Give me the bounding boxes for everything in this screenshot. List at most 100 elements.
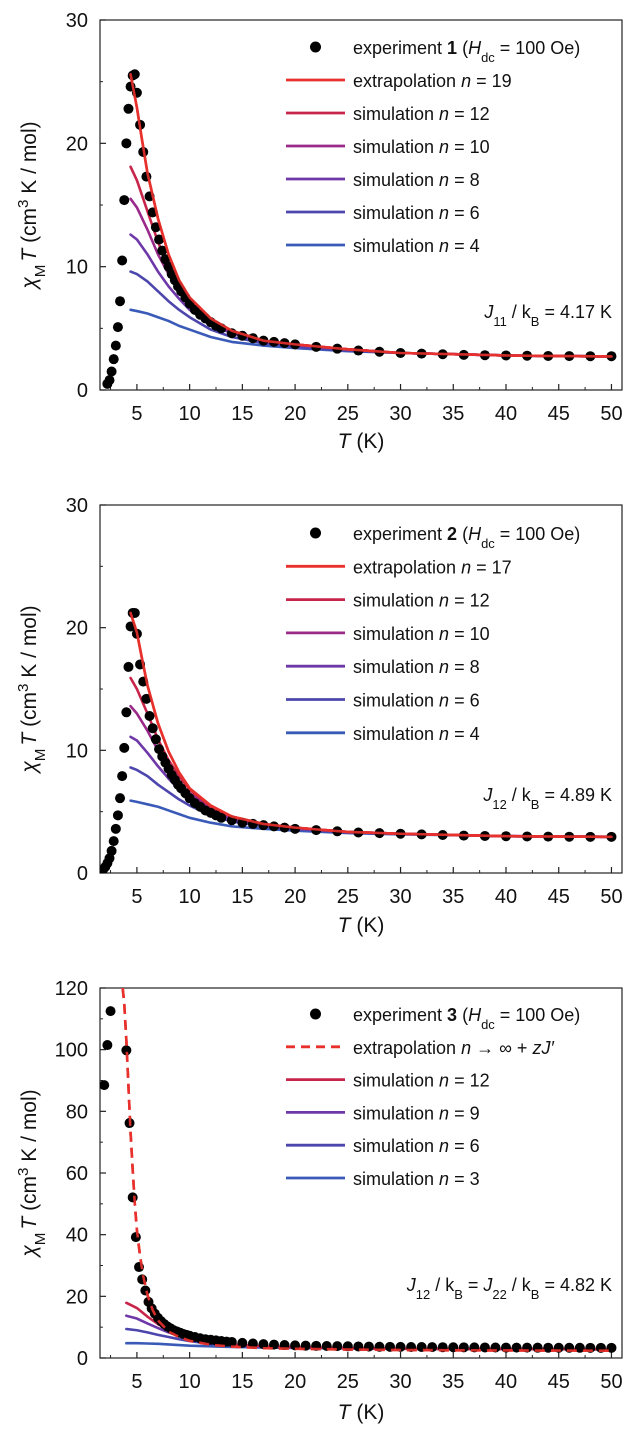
experiment-point bbox=[574, 1342, 585, 1353]
plot-area bbox=[100, 988, 617, 1353]
experiment-point bbox=[105, 1006, 116, 1017]
x-tick-label: 45 bbox=[548, 1371, 570, 1393]
x-tick-label: 50 bbox=[600, 1371, 622, 1393]
x-tick-label: 45 bbox=[548, 886, 570, 908]
chart-panel-3: 5 10 15 20 25 30 35 40 45 50 0 20 40 60 80 100 120 T (K) χ… bbox=[15, 978, 623, 1424]
experiment-point bbox=[121, 138, 132, 149]
legend-label: simulation n = 12 bbox=[353, 591, 490, 611]
legend-label: simulation n = 10 bbox=[353, 137, 490, 157]
x-tick-label: 35 bbox=[442, 403, 464, 425]
x-tick-label: 15 bbox=[231, 1371, 253, 1393]
x-tick-label: 40 bbox=[495, 403, 517, 425]
x-tick-label: 5 bbox=[131, 1371, 142, 1393]
x-tick-label: 30 bbox=[389, 886, 411, 908]
experiment-point bbox=[150, 734, 161, 745]
legend-label: simulation n = 6 bbox=[353, 203, 480, 223]
x-tick-label: 20 bbox=[284, 886, 306, 908]
x-tick-label: 25 bbox=[337, 1371, 359, 1393]
experiment-point bbox=[141, 693, 152, 704]
experiment-point bbox=[104, 375, 115, 386]
experiment-point bbox=[119, 742, 130, 753]
experiment-point bbox=[110, 823, 121, 834]
experiment-point bbox=[112, 322, 123, 333]
legend-label: simulation n = 6 bbox=[353, 1136, 480, 1156]
experiment-point bbox=[123, 661, 134, 672]
experiment-point bbox=[237, 1337, 248, 1348]
x-tick-label: 30 bbox=[389, 403, 411, 425]
y-tick-label: 30 bbox=[66, 495, 88, 517]
x-tick-label: 45 bbox=[548, 403, 570, 425]
experiment-point bbox=[121, 1045, 132, 1056]
experiment-point bbox=[127, 1192, 138, 1203]
y-tick-label: 40 bbox=[66, 1225, 88, 1247]
experiment-point bbox=[247, 1338, 258, 1349]
legend-label: simulation n = 9 bbox=[353, 1103, 480, 1123]
experiment-point bbox=[130, 1232, 141, 1243]
x-tick-label: 20 bbox=[284, 403, 306, 425]
experiment-point bbox=[108, 354, 119, 365]
y-tick-label: 100 bbox=[55, 1040, 88, 1062]
experiment-point bbox=[121, 707, 132, 718]
x-tick-label: 5 bbox=[131, 886, 142, 908]
experiment-point bbox=[144, 710, 155, 721]
experiment-point bbox=[157, 245, 168, 256]
coupling-annotation: J12 / kB = 4.89 K bbox=[482, 785, 612, 812]
x-tick-label: 15 bbox=[231, 886, 253, 908]
y-tick-label: 0 bbox=[77, 1348, 88, 1370]
extrapolation-overlay bbox=[121, 988, 612, 1352]
legend-label: simulation n = 3 bbox=[353, 1169, 480, 1189]
legend-label: extrapolation n = 19 bbox=[353, 71, 512, 91]
legend-label: extrapolation n = 17 bbox=[353, 557, 512, 577]
y-tick-label: 60 bbox=[66, 1163, 88, 1185]
y-tick-label: 10 bbox=[66, 740, 88, 762]
plot-area bbox=[102, 69, 617, 389]
experiment-point bbox=[106, 366, 117, 377]
experiment-point bbox=[102, 1040, 113, 1051]
legend-label: simulation n = 8 bbox=[353, 170, 480, 190]
experiment-point bbox=[543, 1342, 554, 1353]
y-axis-label: χMT (cm3 K / mol) bbox=[15, 1089, 49, 1258]
experiment-point bbox=[154, 234, 165, 245]
y-tick-label: 20 bbox=[66, 133, 88, 155]
y-axis-label: χMT (cm3 K / mol) bbox=[15, 605, 49, 774]
x-tick-label: 10 bbox=[179, 1371, 201, 1393]
x-tick-label: 10 bbox=[179, 403, 201, 425]
legend-marker bbox=[310, 1008, 321, 1020]
legend-marker bbox=[310, 527, 321, 539]
y-tick-label: 120 bbox=[55, 978, 88, 1000]
experiment-point bbox=[115, 296, 126, 307]
x-tick-label: 50 bbox=[600, 403, 622, 425]
x-tick-label: 5 bbox=[131, 403, 142, 425]
experiment-point bbox=[117, 255, 128, 266]
x-axis-label: T (K) bbox=[338, 430, 385, 453]
legend: experiment 3 (Hdc = 100 Oe) extrapolation… bbox=[286, 1005, 580, 1189]
plot-area bbox=[100, 607, 617, 873]
legend-label: experiment 1 (Hdc = 100 Oe) bbox=[353, 38, 580, 65]
x-tick-label: 20 bbox=[284, 1371, 306, 1393]
experiment-point bbox=[123, 103, 134, 114]
x-tick-label: 40 bbox=[495, 886, 517, 908]
legend-label: experiment 2 (Hdc = 100 Oe) bbox=[353, 524, 580, 551]
x-tick-label: 10 bbox=[179, 886, 201, 908]
y-tick-label: 0 bbox=[77, 380, 88, 402]
experiment-point bbox=[147, 723, 158, 734]
legend-label: simulation n = 4 bbox=[353, 724, 480, 744]
legend-marker bbox=[310, 41, 321, 53]
legend-label: simulation n = 8 bbox=[353, 657, 480, 677]
extrapolation-overlay bbox=[129, 611, 613, 839]
x-tick-label: 15 bbox=[231, 403, 253, 425]
experiment-point bbox=[226, 1336, 237, 1347]
experiment-point bbox=[112, 810, 123, 821]
experiment-point bbox=[119, 195, 130, 206]
y-tick-label: 30 bbox=[66, 10, 88, 32]
x-axis-label: T (K) bbox=[338, 1401, 385, 1424]
legend: experiment 1 (Hdc = 100 Oe) extrapolation… bbox=[286, 38, 580, 256]
experiment-point bbox=[606, 1342, 617, 1353]
legend: experiment 2 (Hdc = 100 Oe) extrapolation… bbox=[286, 524, 580, 744]
experiment-point bbox=[258, 1339, 269, 1350]
experiment-point bbox=[106, 845, 117, 856]
legend-label: simulation n = 6 bbox=[353, 691, 480, 711]
